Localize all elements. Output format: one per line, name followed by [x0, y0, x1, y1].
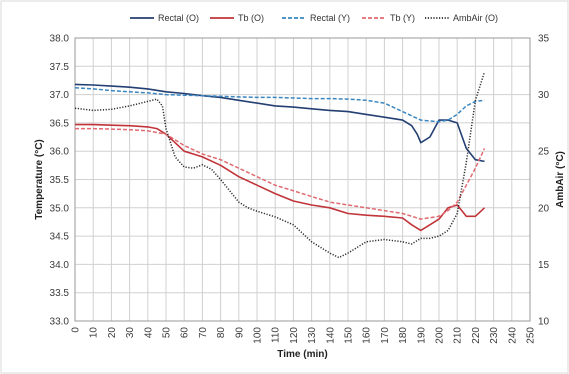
x-tick-label: 130 — [307, 327, 318, 344]
series-line-1 — [74, 83, 485, 163]
series-line-4 — [75, 127, 486, 220]
y-tick-label: 34.5 — [50, 232, 70, 243]
y2-tick-label: 10 — [538, 317, 550, 328]
x-tick-label: 200 — [435, 327, 446, 344]
x-tick-label: 40 — [143, 327, 154, 339]
x-tick-label: 20 — [107, 327, 118, 339]
plot-border — [74, 37, 531, 322]
legend: Rectal (O) Tb (O) Rectal (Y) Tb (Y) AmbAir (… — [130, 13, 498, 23]
y-tick-label: 33.5 — [50, 288, 70, 299]
y-tick-label: 38.0 — [50, 34, 70, 45]
legend-label: Rectal (Y) — [310, 13, 350, 23]
x-tick-label: 180 — [398, 327, 409, 344]
x-tick-label: 10 — [89, 327, 100, 339]
x-tick-label: 160 — [362, 327, 373, 344]
legend-label: Rectal (O) — [158, 13, 199, 23]
plot-area — [74, 37, 531, 322]
x-axis-label: Time (min) — [277, 349, 327, 360]
legend-label: AmbAir (O) — [453, 13, 498, 23]
x-tick-label: 90 — [234, 327, 245, 339]
legend-label: Tb (Y) — [390, 13, 415, 23]
x-tick-label: 140 — [325, 327, 336, 344]
x-tick-label: 170 — [380, 327, 391, 344]
x-tick-label: 230 — [489, 327, 500, 344]
y-tick-label: 36.0 — [50, 147, 70, 158]
x-tick-label: 150 — [344, 327, 355, 344]
x-tick-label: 110 — [271, 327, 282, 343]
x-tick-label: 250 — [526, 327, 537, 344]
x-tick-label: 190 — [416, 327, 427, 344]
y-axis-left: 33.0 33.5 34.0 34.5 35.0 35.5 36.0 36.5 37.0 37.5… — [50, 34, 70, 328]
y2-tick-label: 20 — [538, 203, 550, 214]
y-axis-label: Temperature (°C) — [34, 139, 45, 220]
y-tick-label: 35.0 — [50, 203, 70, 214]
x-tick-label: 80 — [216, 327, 227, 339]
y-tick-label: 36.5 — [50, 118, 70, 129]
x-tick-label: 0 — [71, 327, 82, 333]
y-tick-label: 34.0 — [50, 260, 70, 271]
y-axis-right: 10 15 20 25 30 35 — [538, 34, 550, 328]
y-tick-label: 33.0 — [50, 317, 70, 328]
x-tick-label: 30 — [125, 327, 136, 339]
y2-tick-label: 15 — [538, 260, 550, 271]
x-tick-label: 220 — [471, 327, 482, 344]
y2-tick-label: 25 — [538, 147, 550, 158]
y-tick-label: 37.0 — [50, 90, 70, 101]
legend-label: Tb (O) — [238, 13, 264, 23]
series-line-2 — [75, 123, 486, 232]
x-tick-label: 120 — [289, 327, 300, 344]
x-tick-label: 210 — [453, 327, 464, 344]
x-axis: 0 10 20 30 40 50 60 70 80 90 100 110 120 130 140 150 160… — [71, 327, 537, 344]
y-tick-label: 37.5 — [50, 62, 70, 73]
y-tick-label: 35.5 — [50, 175, 70, 186]
y2-axis-label: AmbAir (°C) — [555, 151, 566, 208]
x-tick-label: 70 — [198, 327, 209, 339]
y2-tick-label: 35 — [538, 34, 550, 45]
x-tick-label: 60 — [180, 327, 191, 339]
grid — [74, 37, 531, 322]
y2-tick-label: 30 — [538, 90, 550, 101]
x-tick-label: 240 — [507, 327, 518, 344]
x-tick-label: 50 — [162, 327, 173, 339]
x-tick-label: 100 — [253, 327, 264, 344]
series-group — [74, 71, 486, 259]
series-line-5 — [74, 71, 486, 259]
